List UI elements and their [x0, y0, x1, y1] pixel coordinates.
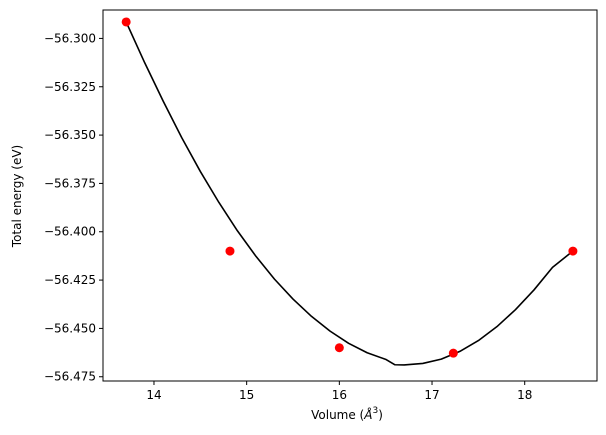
data-points-layer [121, 17, 578, 358]
data-point [334, 343, 344, 353]
x-tick-label: 14 [146, 388, 161, 402]
data-point [121, 17, 131, 27]
x-tick-label: 17 [424, 388, 439, 402]
x-tick-label: 18 [517, 388, 532, 402]
y-tick-label: −56.475 [44, 370, 96, 384]
y-tick-label: −56.375 [44, 176, 96, 190]
y-axis: −56.300 −56.325 −56.350 −56.375 −56.400 −56.4… [44, 31, 103, 384]
x-tick-label: 15 [239, 388, 254, 402]
y-tick-label: −56.450 [44, 321, 96, 335]
plot-area [102, 9, 598, 382]
y-tick-label: −56.300 [44, 31, 96, 45]
y-tick-label: −56.325 [44, 80, 96, 94]
y-tick-label: −56.425 [44, 273, 96, 287]
fit-curve-layer [125, 21, 574, 366]
data-point [568, 246, 578, 256]
x-tick-label: 16 [332, 388, 347, 402]
data-point [225, 246, 235, 256]
y-tick-label: −56.400 [44, 225, 96, 239]
x-axis: 14 15 16 17 18 [146, 381, 532, 402]
plot-frame [102, 9, 598, 382]
data-point [448, 348, 458, 358]
y-axis-label: Total energy (eV) [10, 145, 24, 248]
y-tick-label: −56.350 [44, 128, 96, 142]
fit-curve-line [125, 21, 574, 366]
x-axis-label: Volume (Å3) [311, 406, 383, 422]
